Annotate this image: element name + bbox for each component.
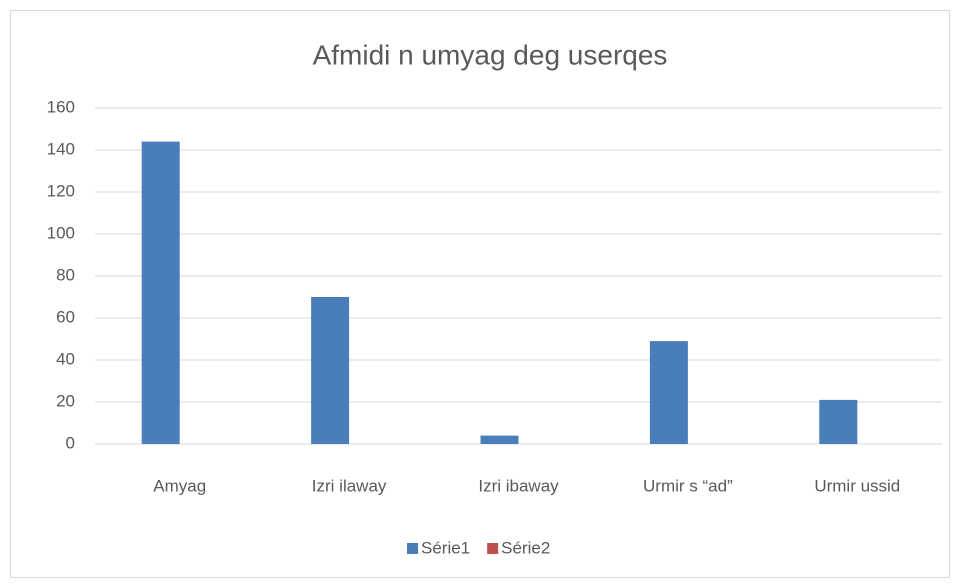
bar — [649, 341, 688, 444]
x-tick-label: Urmir ussid — [814, 476, 900, 495]
y-tick-label: 60 — [56, 307, 75, 326]
bar — [141, 141, 180, 444]
bar — [819, 399, 858, 444]
chart-title: Afmidi n umyag deg userqes — [313, 39, 668, 70]
y-tick-label: 160 — [47, 97, 75, 116]
legend-label: Série1 — [421, 538, 470, 557]
bar — [480, 435, 519, 444]
y-tick-label: 140 — [47, 139, 75, 158]
y-tick-label: 80 — [56, 265, 75, 284]
x-tick-label: Izri ibaway — [478, 476, 559, 495]
x-tick-label: Izri ilaway — [312, 476, 387, 495]
legend-swatch — [487, 543, 499, 554]
y-tick-label: 20 — [56, 391, 75, 410]
x-tick-label: Urmir s “ad” — [643, 476, 733, 495]
legend-swatch — [407, 543, 418, 554]
x-tick-label: Amyag — [153, 476, 206, 495]
y-tick-label: 0 — [66, 433, 75, 452]
y-tick-label: 40 — [56, 349, 75, 368]
y-tick-label: 120 — [47, 181, 75, 200]
bar — [311, 297, 350, 444]
y-tick-label: 100 — [47, 223, 75, 242]
legend-label: Série2 — [501, 538, 550, 557]
